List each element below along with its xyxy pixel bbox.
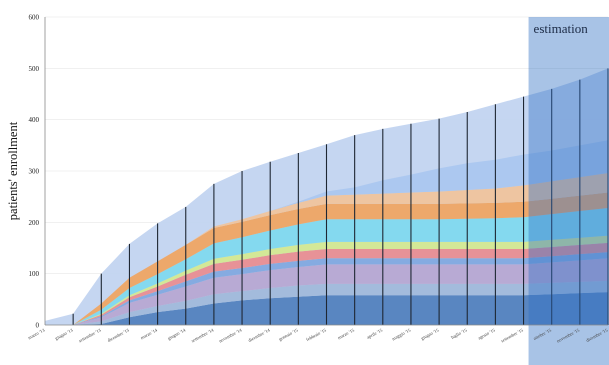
vertical-lines-layer: [72, 68, 609, 325]
y-tick-label: 600: [29, 14, 40, 22]
x-tick-label: febbraio '15: [305, 327, 327, 342]
x-tick-label: settembre '14: [190, 327, 215, 343]
y-tick-label: 400: [29, 116, 40, 124]
y-axis-label: patients' enrollment: [6, 121, 20, 220]
x-tick-label: agosto '15: [477, 327, 496, 340]
estimation-overlay: [528, 17, 609, 365]
x-tick-label: maggio '15: [391, 327, 412, 341]
x-tick-label: giugno '14: [167, 327, 187, 341]
axes: [44, 17, 608, 326]
y-tick-label: 100: [29, 270, 40, 278]
x-tick-label: aprile '15: [366, 327, 384, 340]
x-tick-label: giugno '15: [420, 327, 440, 341]
y-tick-label: 300: [29, 168, 40, 176]
x-tick-label: luglio '15: [450, 327, 468, 340]
x-tick-label: giugno '13: [54, 327, 74, 341]
y-tick-label: 500: [29, 65, 40, 73]
y-tick-label: 0: [36, 322, 40, 330]
x-tick-label: marzo '14: [140, 327, 159, 340]
x-tick-label: dicembre '14: [247, 327, 271, 343]
x-tick-label: marzo '15: [337, 327, 356, 340]
x-tick-label: settembre '13: [78, 327, 103, 343]
x-tick-label: dicembre '13: [107, 327, 131, 343]
y-tick-labels: 0 100 200 300 400 500 600: [29, 14, 40, 330]
x-tick-labels: marzo '13 giugno '13 settembre '13 dicembre…: [27, 327, 609, 343]
x-tick-label: gennaio '15: [278, 327, 300, 342]
y-tick-label: 200: [29, 219, 40, 227]
x-tick-label: novembre '14: [218, 327, 243, 343]
x-tick-label: settembre '15: [500, 327, 525, 343]
estimation-label: estimation: [534, 21, 589, 36]
